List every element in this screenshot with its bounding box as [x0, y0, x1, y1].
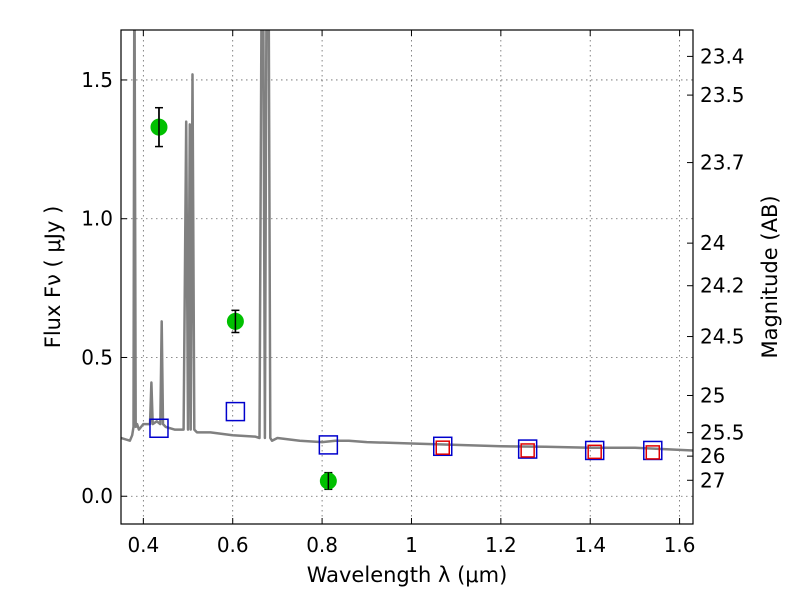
y2-tick-label: 26 — [700, 444, 725, 468]
x-tick-label: 1.2 — [485, 533, 517, 557]
axis-ticks: 0.4 0.6 0.8 1 1.2 1.4 1.6 0.0 0.5 1.0 1.5 23.4 23.5 2… — [81, 30, 745, 557]
y-tick-label: 0.5 — [81, 345, 113, 369]
y2-tick-label: 25 — [700, 383, 725, 407]
grid-lines — [121, 30, 693, 524]
y-tick-label: 1.5 — [81, 68, 113, 92]
y2-tick-label: 24.5 — [700, 325, 745, 349]
x-axis-label: Wavelength λ (μm) — [307, 563, 508, 587]
x-tick-label: 0.8 — [306, 533, 338, 557]
y-axis-label: Flux Fν ( μJy ) — [41, 206, 65, 349]
y2-axis-label: Magnitude (AB) — [758, 195, 782, 358]
x-tick-label: 1 — [405, 533, 418, 557]
upper-limit-square — [435, 440, 450, 455]
y2-tick-label: 24.2 — [700, 274, 745, 298]
y2-tick-label: 23.4 — [700, 44, 745, 68]
upper-limit-square — [645, 445, 661, 460]
upper-limit-square — [587, 444, 602, 460]
y2-tick-label: 23.7 — [700, 151, 745, 175]
model-square — [149, 418, 169, 439]
x-tick-label: 0.4 — [127, 533, 159, 557]
y-tick-label: 1.0 — [81, 207, 113, 231]
template-spectrum-line — [121, 30, 693, 452]
x-tick-label: 1.6 — [664, 533, 696, 557]
y2-tick-label: 23.5 — [700, 83, 745, 107]
y2-tick-label: 24 — [700, 231, 725, 255]
x-tick-label: 1.4 — [574, 533, 606, 557]
x-tick-label: 0.6 — [217, 533, 249, 557]
plot-area — [121, 30, 693, 491]
model-square — [433, 436, 453, 457]
y2-tick-label: 25.5 — [700, 421, 745, 445]
plot-frame — [120, 29, 694, 525]
y2-tick-label: 27 — [700, 468, 725, 492]
y-tick-label: 0.0 — [81, 484, 113, 508]
model-square — [225, 401, 246, 422]
model-square — [584, 440, 605, 461]
clipped-data — [121, 30, 693, 491]
model-square — [318, 435, 339, 455]
upper-limit-square — [520, 443, 535, 458]
model-square — [517, 439, 538, 459]
